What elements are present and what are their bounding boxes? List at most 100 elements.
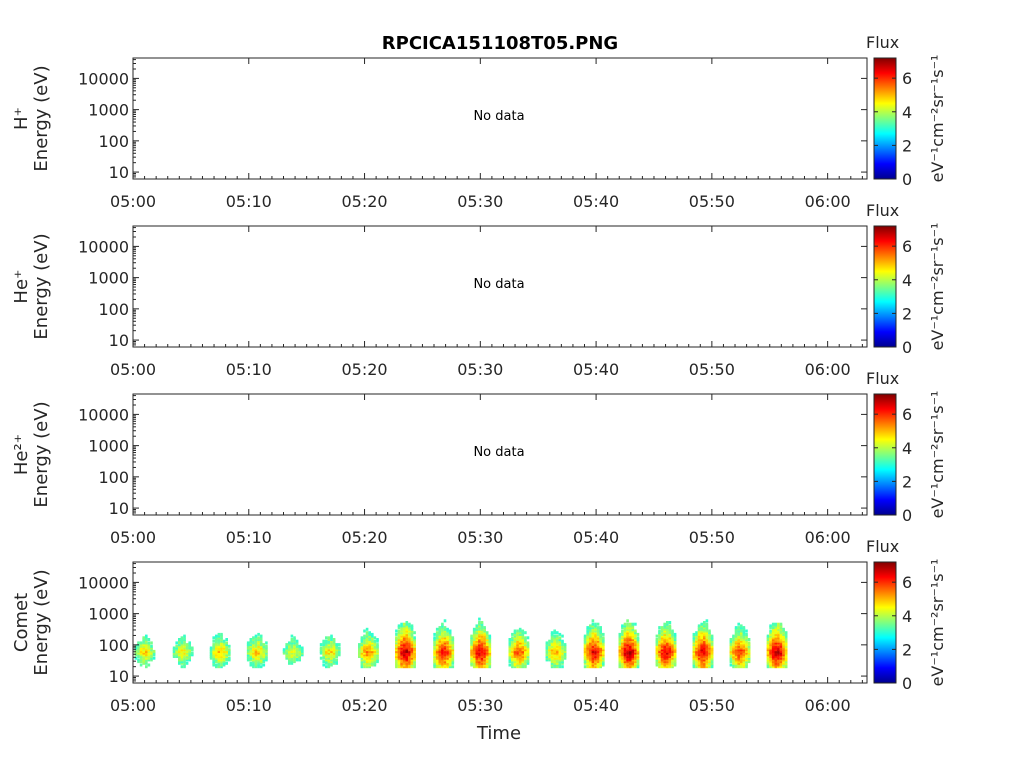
flux-cell	[521, 631, 525, 635]
flux-cell	[408, 636, 411, 640]
flux-cell	[586, 660, 589, 664]
flux-cell	[771, 631, 775, 635]
colorbar-tick-label: 6	[902, 69, 912, 88]
flux-cell	[451, 636, 455, 640]
flux-cell	[217, 651, 221, 655]
flux-cell	[671, 649, 674, 653]
colorbar-gradient	[873, 57, 897, 180]
flux-cell	[556, 656, 559, 660]
flux-cell	[583, 656, 587, 660]
flux-cell	[771, 639, 775, 643]
flux-cell	[319, 656, 323, 660]
flux-cell	[368, 643, 371, 647]
flux-cell	[634, 644, 637, 648]
flux-cell	[257, 649, 260, 653]
flux-cell	[583, 638, 587, 641]
flux-cell	[472, 655, 476, 658]
flux-cell	[655, 644, 659, 648]
flux-cell	[397, 636, 401, 640]
flux-cell	[470, 646, 473, 650]
flux-cell	[621, 648, 624, 652]
flux-cell	[441, 639, 444, 643]
flux-cell	[596, 638, 600, 641]
flux-cell	[183, 638, 186, 641]
flux-cell	[631, 656, 635, 660]
colorbar-tick-label: 2	[902, 304, 912, 323]
flux-cell	[663, 641, 666, 645]
flux-cell	[363, 648, 366, 652]
flux-cell	[745, 632, 748, 636]
flux-cell	[591, 644, 595, 648]
flux-cell	[215, 651, 218, 655]
flux-cell	[327, 663, 331, 667]
flux-cell	[480, 663, 484, 667]
flux-cell	[228, 656, 231, 660]
flux-cell	[511, 660, 514, 664]
flux-cell	[220, 658, 223, 662]
flux-cell	[663, 661, 666, 665]
flux-cell	[631, 658, 635, 662]
colorbar-tick-label: 0	[902, 506, 912, 525]
flux-cell	[556, 651, 559, 655]
flux-cell	[470, 634, 473, 638]
flux-cell	[784, 651, 788, 655]
flux-cell	[695, 641, 698, 645]
flux-cell	[295, 653, 299, 657]
flux-cell	[215, 643, 218, 647]
flux-cell	[563, 656, 567, 660]
flux-cell	[443, 648, 447, 652]
flux-cell	[628, 643, 632, 647]
flux-cell	[602, 643, 605, 647]
flux-cell	[485, 661, 489, 665]
flux-cell	[703, 636, 706, 640]
flux-cell	[618, 634, 622, 638]
flux-cell	[666, 638, 669, 641]
flux-cell	[435, 660, 439, 664]
flux-cell	[220, 643, 223, 647]
flux-cell	[589, 643, 592, 647]
flux-cell	[623, 663, 627, 667]
flux-cell	[368, 660, 371, 664]
flux-cell	[451, 649, 455, 653]
flux-cell	[262, 660, 266, 664]
flux-cell	[561, 648, 564, 652]
flux-cell	[285, 655, 288, 658]
flux-cell	[295, 643, 299, 647]
flux-cell	[779, 648, 783, 652]
flux-cell	[700, 655, 703, 658]
flux-cell	[779, 624, 783, 628]
flux-cell	[705, 622, 709, 626]
flux-cell	[516, 631, 519, 635]
flux-cell	[695, 644, 698, 648]
flux-cell	[508, 644, 512, 648]
flux-cell	[740, 648, 743, 652]
flux-cell	[259, 638, 263, 641]
flux-cell	[446, 627, 449, 631]
flux-cell	[732, 638, 735, 641]
flux-cell	[400, 634, 403, 638]
flux-cell	[526, 644, 530, 648]
flux-cell	[631, 639, 635, 643]
flux-cell	[265, 649, 268, 653]
flux-cell	[262, 653, 266, 657]
flux-cell	[376, 638, 379, 641]
flux-cell	[365, 658, 369, 662]
flux-cell	[777, 638, 780, 641]
flux-cell	[259, 644, 263, 648]
flux-cell	[740, 665, 743, 669]
flux-cell	[142, 660, 145, 664]
flux-cell	[472, 660, 476, 664]
flux-cell	[262, 648, 266, 652]
flux-cell	[483, 655, 486, 658]
flux-cell	[556, 639, 559, 643]
flux-cell	[742, 663, 746, 667]
flux-cell	[443, 658, 447, 662]
x-tick-label: 05:40	[573, 528, 619, 547]
flux-cell	[254, 634, 258, 638]
flux-cell	[295, 656, 299, 660]
flux-cell	[288, 649, 291, 653]
flux-cell	[228, 648, 231, 652]
flux-cell	[410, 644, 414, 648]
flux-cell	[405, 661, 409, 665]
flux-cell	[188, 643, 191, 647]
